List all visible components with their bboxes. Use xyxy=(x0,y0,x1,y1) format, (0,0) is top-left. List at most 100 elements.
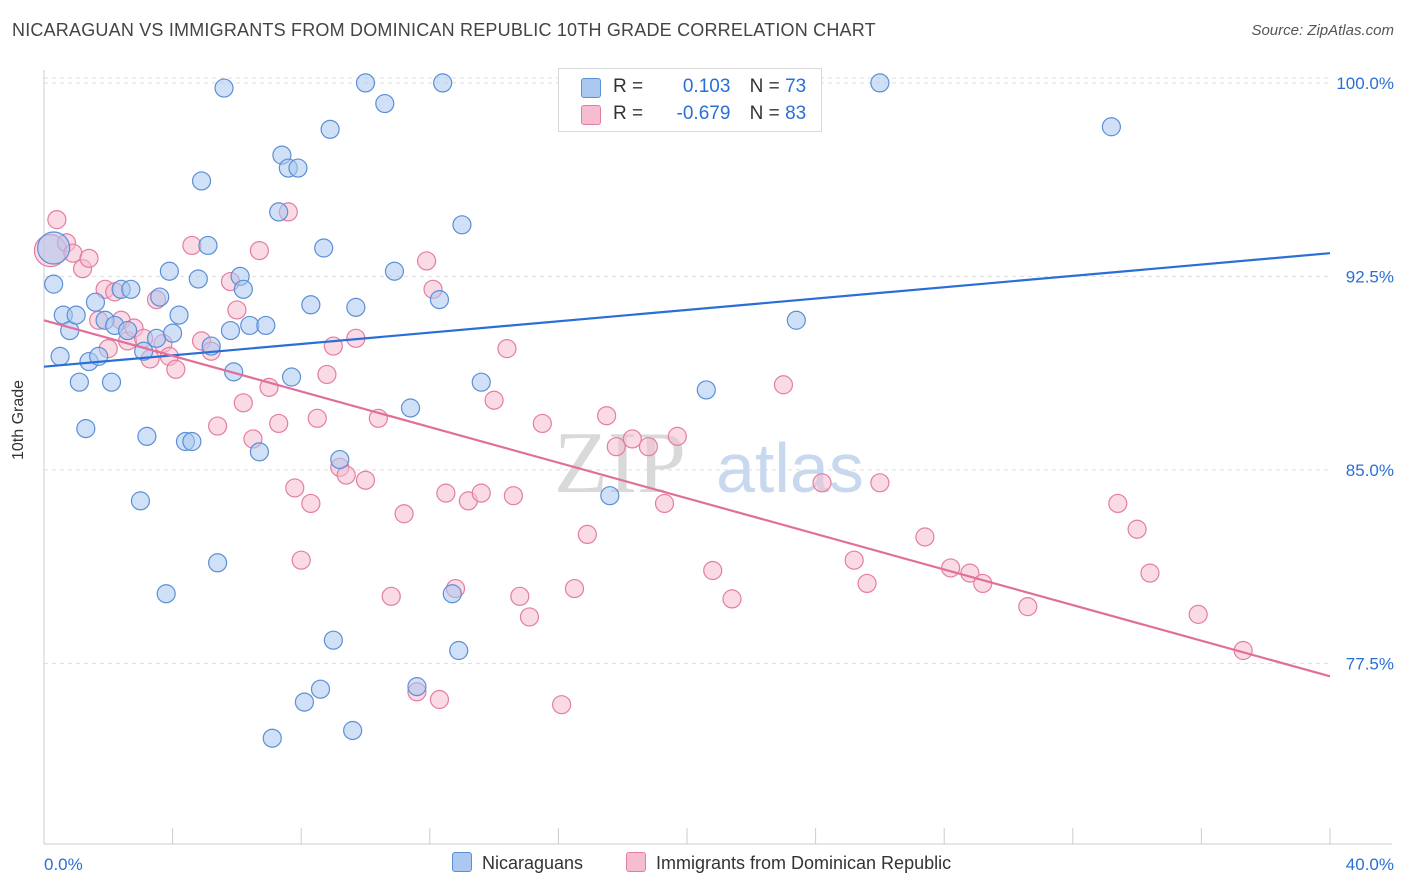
nicaraguan-point xyxy=(407,677,427,697)
legend-n-label: N = xyxy=(749,76,780,97)
stats-legend: R = 0.103 N = 73 R = -0.679 N = 83 xyxy=(558,68,822,132)
dominican-point xyxy=(1018,597,1038,617)
nicaraguan-point xyxy=(37,231,71,265)
tick-labels: 77.5% 85.0% 92.5% 100.0% 0.0% 40.0% xyxy=(44,74,1394,874)
nicaraguan-point xyxy=(150,287,170,307)
nicaraguan-point xyxy=(449,640,469,661)
dominican-point xyxy=(597,406,617,426)
chart-title: NICARAGUAN VS IMMIGRANTS FROM DOMINICAN … xyxy=(12,20,876,40)
dominican-point xyxy=(773,375,794,395)
nicaraguan-point xyxy=(269,202,289,222)
dominican-point xyxy=(1108,493,1128,514)
dominican-point xyxy=(497,339,517,359)
nicaraguan-point xyxy=(256,315,276,336)
y-tick-label: 92.5% xyxy=(1346,267,1394,286)
dominican-point xyxy=(416,251,437,271)
nicaraguan-point xyxy=(169,305,189,325)
dominican-point xyxy=(79,248,99,268)
nicaraguan-point xyxy=(198,235,218,256)
chart-source: Source: ZipAtlas.com xyxy=(1251,22,1394,39)
dominican-point xyxy=(667,426,687,446)
nicaraguan-point xyxy=(117,320,138,341)
nicaraguan-point xyxy=(323,630,343,650)
nicaraguan-point xyxy=(50,346,70,366)
nicaraguan-point xyxy=(343,720,363,741)
dominican-point xyxy=(638,437,659,457)
dominican-point xyxy=(510,586,530,606)
nicaraguan-point xyxy=(281,367,302,387)
nicaraguan-point xyxy=(375,93,395,114)
dominican-point xyxy=(317,364,337,385)
dominican-point xyxy=(227,300,247,320)
nicaraguan-point xyxy=(220,320,241,341)
nicaraguan-point xyxy=(262,728,282,748)
nicaraguan-point xyxy=(355,73,376,93)
nicaraguan-point xyxy=(159,261,179,281)
dominican-point xyxy=(654,493,675,514)
dominican-point xyxy=(208,416,228,436)
dominican-point xyxy=(870,473,890,493)
nicaraguan-point xyxy=(214,78,234,98)
nicaraguan-point xyxy=(156,584,176,604)
series-nicaraguan-points xyxy=(37,73,1121,748)
nicaraguan-point xyxy=(314,238,334,258)
dominican-point xyxy=(429,689,450,710)
x-tick-label: 0.0% xyxy=(44,855,83,874)
dominican-point xyxy=(355,470,376,490)
nicaraguan-point xyxy=(76,419,96,439)
dominican-point xyxy=(973,573,993,594)
dominican-point xyxy=(285,478,305,498)
dominican-point xyxy=(503,486,523,506)
legend-r-value: 0.103 xyxy=(682,76,731,97)
x-tick-label: 40.0% xyxy=(1346,855,1394,874)
dominican-point xyxy=(941,558,961,578)
legend-r-value: -0.679 xyxy=(676,103,731,124)
bottom-legend-dominican: Immigrants from Dominican Republic xyxy=(626,852,951,874)
dominican-point xyxy=(471,483,491,503)
nicaraguan-point xyxy=(471,372,491,392)
legend-n-value: 83 xyxy=(785,103,807,124)
legend-r-label: R = xyxy=(613,103,644,124)
dominican-point xyxy=(436,483,456,503)
dominican-point xyxy=(519,607,540,627)
dominican-point xyxy=(622,429,642,449)
nicaraguan-point xyxy=(330,449,350,470)
dominican-point xyxy=(233,393,253,413)
legend-swatch-pink xyxy=(626,852,646,872)
dominican-point xyxy=(484,390,504,410)
nicaraguan-point xyxy=(121,279,141,299)
nicaraguan-point xyxy=(288,158,308,178)
dominican-point xyxy=(532,413,552,434)
dominican-point xyxy=(1127,519,1147,539)
dominican-point xyxy=(606,437,626,457)
nicaraguan-point xyxy=(85,292,106,312)
dominican-point xyxy=(564,578,585,599)
dominican-point xyxy=(722,589,742,609)
nicaraguan-point xyxy=(310,679,331,699)
legend-n-value: 73 xyxy=(785,76,807,97)
nicaraguan-point xyxy=(240,315,260,336)
dominican-point xyxy=(915,527,935,547)
nicaraguan-point xyxy=(600,486,620,506)
legend-n-label: N = xyxy=(749,103,780,124)
nicaraguan-point xyxy=(163,323,183,343)
dominican-point xyxy=(703,560,723,581)
bottom-legend-nicaraguans: Nicaraguans xyxy=(452,852,583,874)
nicaraguan-point xyxy=(249,442,270,462)
nicaraguan-point xyxy=(320,119,340,139)
nicaraguan-point xyxy=(66,305,86,325)
nicaraguan-point xyxy=(137,426,157,446)
dominican-point xyxy=(857,573,877,594)
y-tick-label: 100.0% xyxy=(1336,74,1394,93)
dominican-point xyxy=(291,550,311,570)
nicaraguan-point xyxy=(188,269,208,289)
nicaraguan-point xyxy=(182,431,202,452)
dominican-point xyxy=(249,241,270,261)
dominican-point xyxy=(812,473,832,493)
nicaraguan-point xyxy=(301,295,321,315)
nicaraguan-point xyxy=(384,261,405,281)
dominican-point xyxy=(166,359,186,379)
dominican-point xyxy=(47,210,67,230)
legend-swatch-blue xyxy=(452,852,472,872)
